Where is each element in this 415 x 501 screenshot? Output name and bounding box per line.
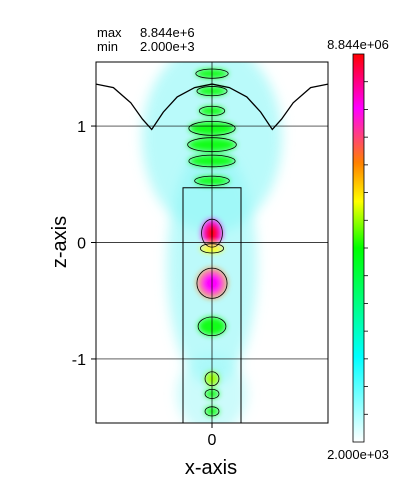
y-tick-label: -1 xyxy=(72,352,86,369)
min-label: min xyxy=(97,39,118,54)
grid-lines xyxy=(96,62,328,423)
y-tick-label: 0 xyxy=(77,236,86,253)
surface-profile-line xyxy=(96,83,328,131)
y-tick-label: 1 xyxy=(77,119,86,136)
plot-area xyxy=(96,62,328,423)
x-axis-label: x-axis xyxy=(185,457,237,479)
x-tick-label: 0 xyxy=(208,432,217,449)
x-axis-ticks: 0 xyxy=(208,423,217,449)
colorbar-ticks xyxy=(364,81,368,415)
colorbar-gradient xyxy=(352,53,365,443)
colorbar-min-label: 2.000e+03 xyxy=(327,447,389,462)
structure-box xyxy=(182,187,242,423)
y-axis-label: z-axis xyxy=(49,216,71,268)
field-lobes xyxy=(187,68,237,417)
y-axis-ticks: 1 0 -1 xyxy=(72,119,96,369)
max-value: 8.844e+6 xyxy=(140,25,195,40)
max-label: max xyxy=(97,25,122,40)
colorbar-max-label: 8.844e+06 xyxy=(327,37,389,52)
min-value: 2.000e+3 xyxy=(140,39,195,54)
